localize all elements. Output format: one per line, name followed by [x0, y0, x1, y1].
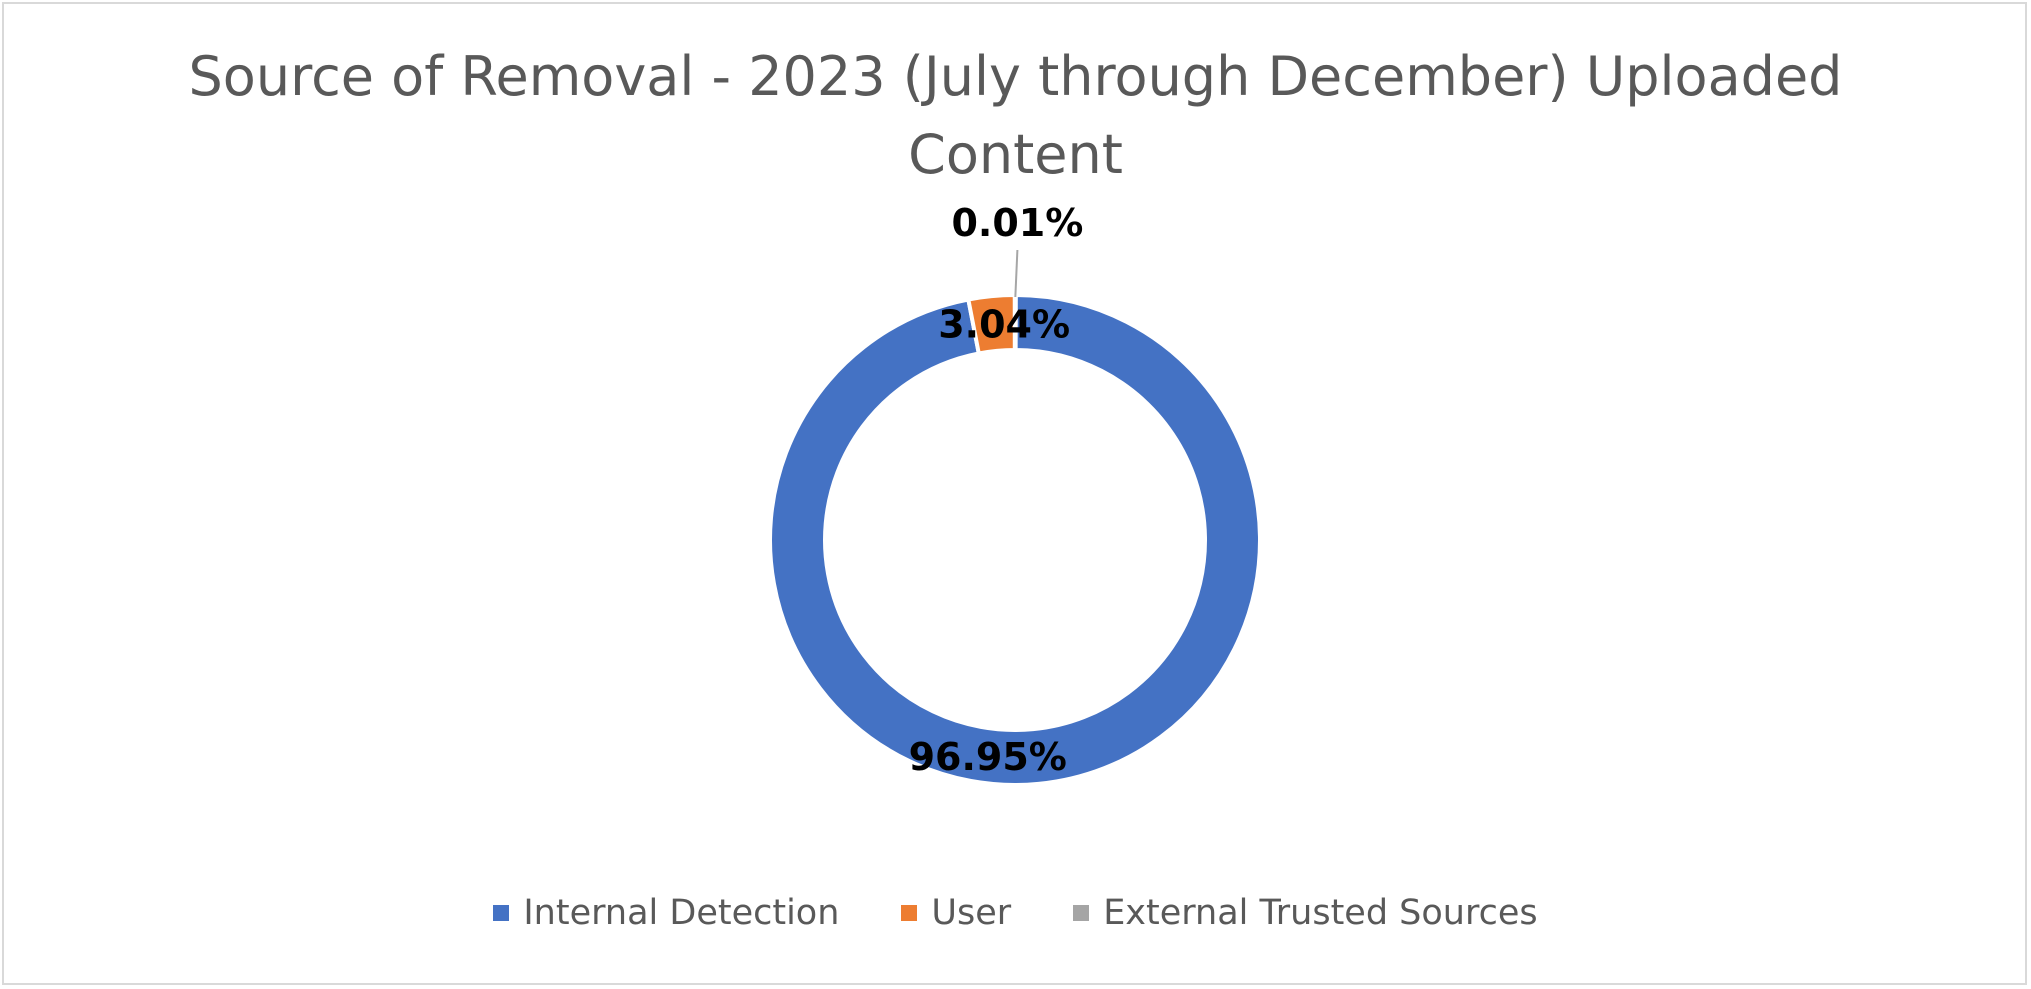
- chart-title-line-1: Source of Removal - 2023 (July through D…: [188, 45, 1843, 108]
- legend-item-user: User: [901, 893, 1011, 933]
- leader-lines: [1014, 249, 1019, 298]
- leader-line-external-trusted-sources: [1014, 249, 1019, 298]
- chart-title: Source of Removal - 2023 (July through D…: [0, 38, 2031, 194]
- data-label-external-trusted-sources: 0.01%: [951, 201, 1083, 245]
- legend-label-user: User: [931, 893, 1012, 933]
- legend-swatch-internal-detection: [493, 905, 510, 921]
- legend-label-internal-detection: Internal Detection: [523, 893, 840, 933]
- legend-swatch-external-trusted-sources: [1073, 905, 1090, 921]
- data-label-internal-detection: 96.95%: [909, 735, 1067, 779]
- chart-legend: Internal Detection User External Trusted S…: [0, 893, 2031, 933]
- data-label-user: 3.04%: [938, 303, 1070, 347]
- legend-item-external-trusted-sources: External Trusted Sources: [1073, 893, 1538, 933]
- slice-internal-detection: [768, 292, 1262, 787]
- donut-slices: [768, 292, 1262, 787]
- legend-item-internal-detection: Internal Detection: [493, 893, 839, 933]
- data-labels: 96.95% 3.04% 0.01%: [909, 201, 1084, 779]
- legend-label-external-trusted-sources: External Trusted Sources: [1103, 893, 1538, 933]
- legend-swatch-user: [901, 905, 918, 921]
- chart-title-line-2: Content: [908, 123, 1123, 186]
